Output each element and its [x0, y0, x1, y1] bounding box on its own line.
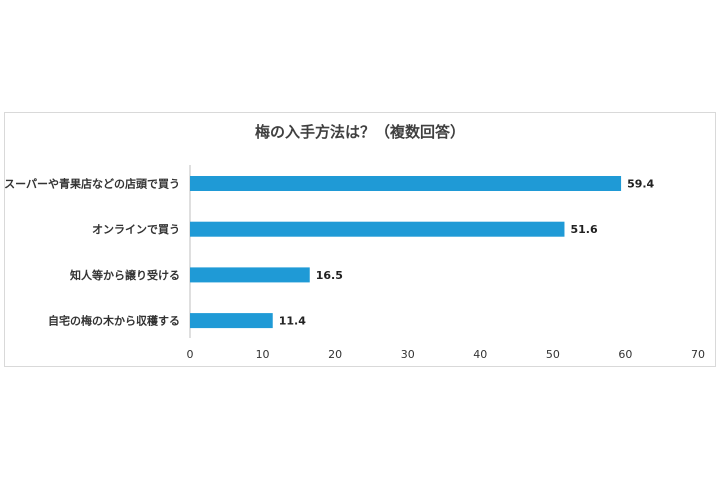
bar-1	[190, 176, 622, 191]
x-tick-0: 0	[187, 348, 194, 361]
category-label-3: 知人等から譲り受ける	[69, 268, 180, 282]
category-label-4: 自宅の梅の木から収穫する	[48, 314, 180, 328]
category-label-2: オンラインで買う	[92, 223, 180, 236]
x-tick-labels: 0 10 20 30 40 50 60 70	[187, 348, 706, 361]
value-label-3: 16.5	[316, 269, 343, 282]
bars-group	[190, 176, 622, 329]
bar-2	[190, 221, 565, 237]
value-label-1: 59.4	[627, 178, 654, 191]
value-label-2: 51.6	[570, 223, 597, 236]
x-tick-40: 40	[473, 348, 487, 361]
bar-3	[190, 267, 310, 283]
x-tick-50: 50	[546, 348, 560, 361]
x-tick-30: 30	[401, 348, 415, 361]
bar-4	[190, 313, 273, 329]
x-tick-20: 20	[328, 348, 342, 361]
x-tick-10: 10	[256, 348, 270, 361]
chart-title: 梅の入手方法は？（複数回答）	[254, 123, 465, 141]
x-tick-60: 60	[618, 348, 632, 361]
category-label-1: スーパーや青果店などの店頭で買う	[4, 177, 180, 191]
chart-frame	[4, 112, 716, 367]
value-label-4: 11.4	[279, 315, 306, 328]
category-labels: スーパーや青果店などの店頭で買うオンラインで買う知人等から譲り受ける自宅の梅の木…	[4, 177, 180, 328]
x-tick-70: 70	[691, 348, 705, 361]
value-labels: 59.4 51.6 16.5 11.4	[279, 178, 655, 328]
